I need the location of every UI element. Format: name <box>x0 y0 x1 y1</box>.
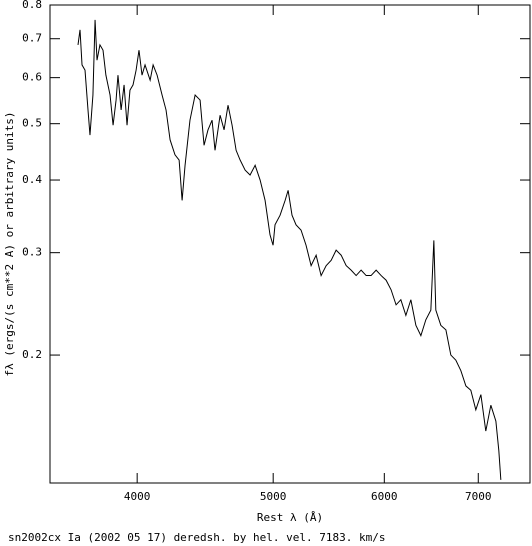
y-tick-label: 0.2 <box>22 348 42 361</box>
plot-frame <box>49 4 531 484</box>
chart-title: sn2002cx Ia (2002 05 17) deredsh. by hel… <box>8 531 386 544</box>
y-axis-label: fλ (ergs/(s cm**2 A) or arbitrary units) <box>3 112 16 377</box>
x-tick-label: 7000 <box>465 490 492 503</box>
x-tick-label: 6000 <box>371 490 398 503</box>
x-tick-label: 4000 <box>124 490 151 503</box>
y-tick-label: 0.8 <box>22 0 42 11</box>
spectrum-line <box>77 19 502 480</box>
y-tick-label: 0.3 <box>22 246 42 259</box>
x-axis-label: Rest λ (Å) <box>257 511 323 524</box>
x-tick-label: 5000 <box>260 490 287 503</box>
y-tick-label: 0.4 <box>22 173 42 186</box>
y-tick-label: 0.6 <box>22 71 42 84</box>
y-tick-label: 0.5 <box>22 117 42 130</box>
y-tick-label: 0.7 <box>22 32 42 45</box>
